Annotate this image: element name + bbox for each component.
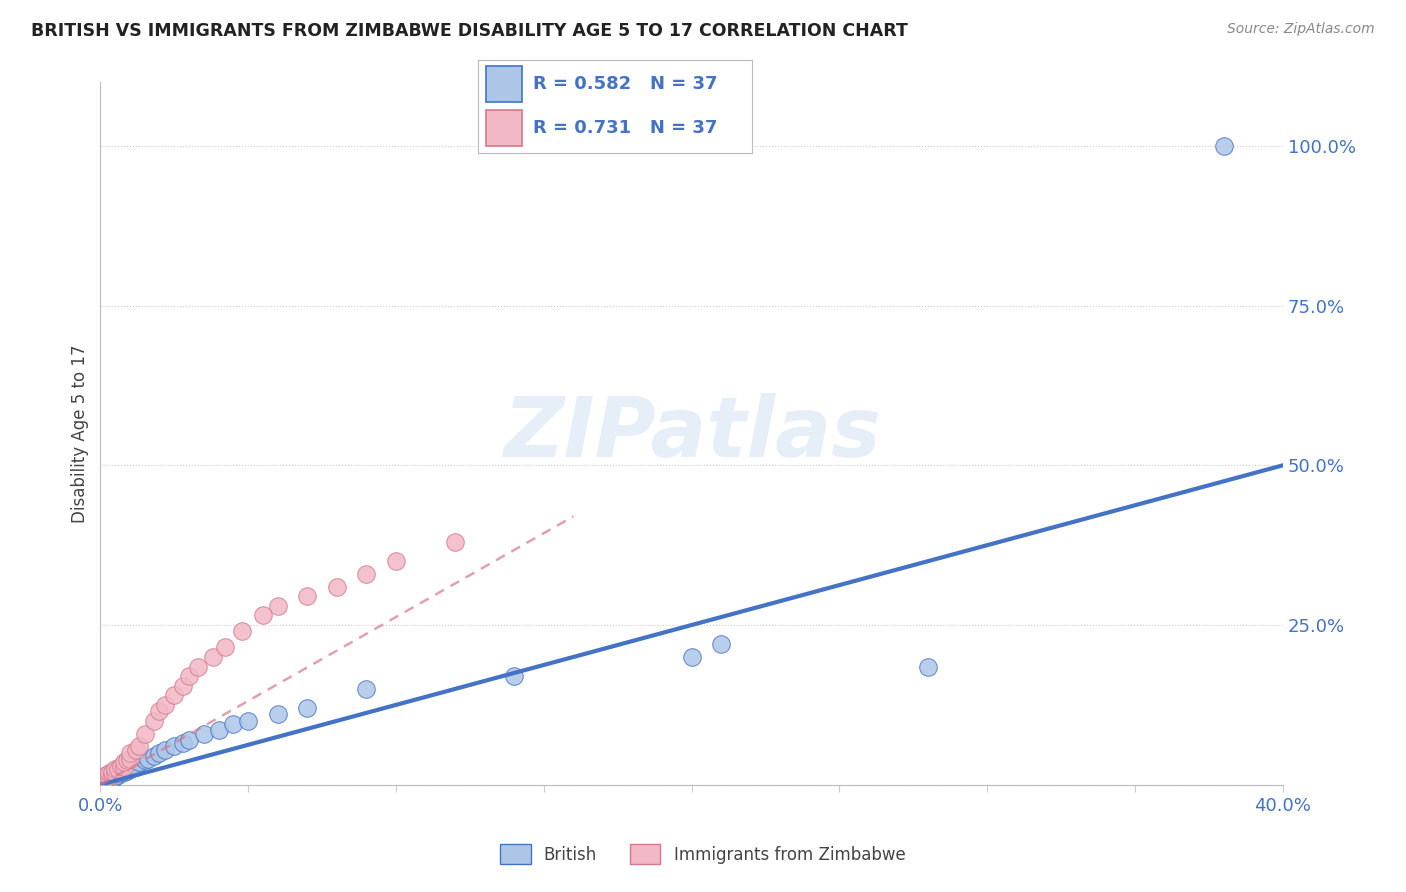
Point xyxy=(267,707,290,722)
Point xyxy=(297,589,319,603)
Point xyxy=(172,736,194,750)
Point xyxy=(356,566,378,581)
Point xyxy=(136,752,159,766)
Point xyxy=(128,756,150,770)
Point xyxy=(118,758,141,772)
Text: Source: ZipAtlas.com: Source: ZipAtlas.com xyxy=(1227,22,1375,37)
Point xyxy=(385,554,408,568)
Point xyxy=(110,766,132,780)
Point xyxy=(231,624,253,639)
Point xyxy=(155,742,177,756)
Point xyxy=(148,746,170,760)
FancyBboxPatch shape xyxy=(486,111,522,146)
Point xyxy=(96,772,118,786)
Point xyxy=(125,742,148,756)
Point xyxy=(101,766,124,780)
Point xyxy=(356,681,378,696)
Point xyxy=(110,758,132,772)
Point xyxy=(112,764,135,779)
Point xyxy=(222,717,245,731)
Point xyxy=(98,770,121,784)
Point xyxy=(503,669,526,683)
Point xyxy=(118,746,141,760)
Point xyxy=(177,733,200,747)
Point xyxy=(101,768,124,782)
Point xyxy=(112,756,135,770)
Point xyxy=(187,659,209,673)
Point xyxy=(91,774,114,789)
Point xyxy=(101,772,124,786)
Text: R = 0.582   N = 37: R = 0.582 N = 37 xyxy=(533,75,717,93)
Legend: British, Immigrants from Zimbabwe: British, Immigrants from Zimbabwe xyxy=(494,838,912,871)
Point xyxy=(214,640,236,655)
Text: ZIPatlas: ZIPatlas xyxy=(503,392,880,474)
Point xyxy=(107,768,129,782)
Point xyxy=(104,762,127,776)
Point xyxy=(115,754,138,768)
Point xyxy=(163,688,186,702)
Text: R = 0.731   N = 37: R = 0.731 N = 37 xyxy=(533,120,717,137)
FancyBboxPatch shape xyxy=(486,66,522,102)
Point xyxy=(172,679,194,693)
Point xyxy=(917,659,939,673)
Point xyxy=(118,752,141,766)
Point xyxy=(115,764,138,778)
Point xyxy=(710,637,733,651)
Point xyxy=(134,754,156,768)
Point xyxy=(112,760,135,774)
Point xyxy=(96,772,118,786)
Point xyxy=(96,772,118,787)
Point xyxy=(252,608,274,623)
Point xyxy=(104,770,127,784)
Point xyxy=(163,739,186,754)
Y-axis label: Disability Age 5 to 17: Disability Age 5 to 17 xyxy=(72,344,89,523)
Point xyxy=(1212,138,1234,153)
Point xyxy=(201,650,224,665)
Point xyxy=(118,762,141,776)
Point xyxy=(193,726,215,740)
Point xyxy=(155,698,177,712)
Point xyxy=(98,770,121,784)
Point xyxy=(444,535,467,549)
Point xyxy=(91,772,114,787)
Point xyxy=(207,723,229,738)
Point xyxy=(91,774,114,789)
Point xyxy=(128,739,150,754)
Point xyxy=(267,599,290,613)
Point xyxy=(134,726,156,740)
Point xyxy=(104,764,127,779)
Point xyxy=(177,669,200,683)
Point xyxy=(104,766,127,780)
Point xyxy=(125,760,148,774)
Point xyxy=(101,764,124,779)
Point xyxy=(98,768,121,782)
Point xyxy=(297,701,319,715)
Point xyxy=(96,768,118,782)
Point xyxy=(148,704,170,718)
Point xyxy=(238,714,260,728)
Point xyxy=(142,714,165,728)
Point xyxy=(681,650,703,665)
Text: BRITISH VS IMMIGRANTS FROM ZIMBABWE DISABILITY AGE 5 TO 17 CORRELATION CHART: BRITISH VS IMMIGRANTS FROM ZIMBABWE DISA… xyxy=(31,22,908,40)
Point xyxy=(98,766,121,780)
Point xyxy=(107,762,129,776)
Point xyxy=(142,749,165,764)
Point xyxy=(326,580,349,594)
